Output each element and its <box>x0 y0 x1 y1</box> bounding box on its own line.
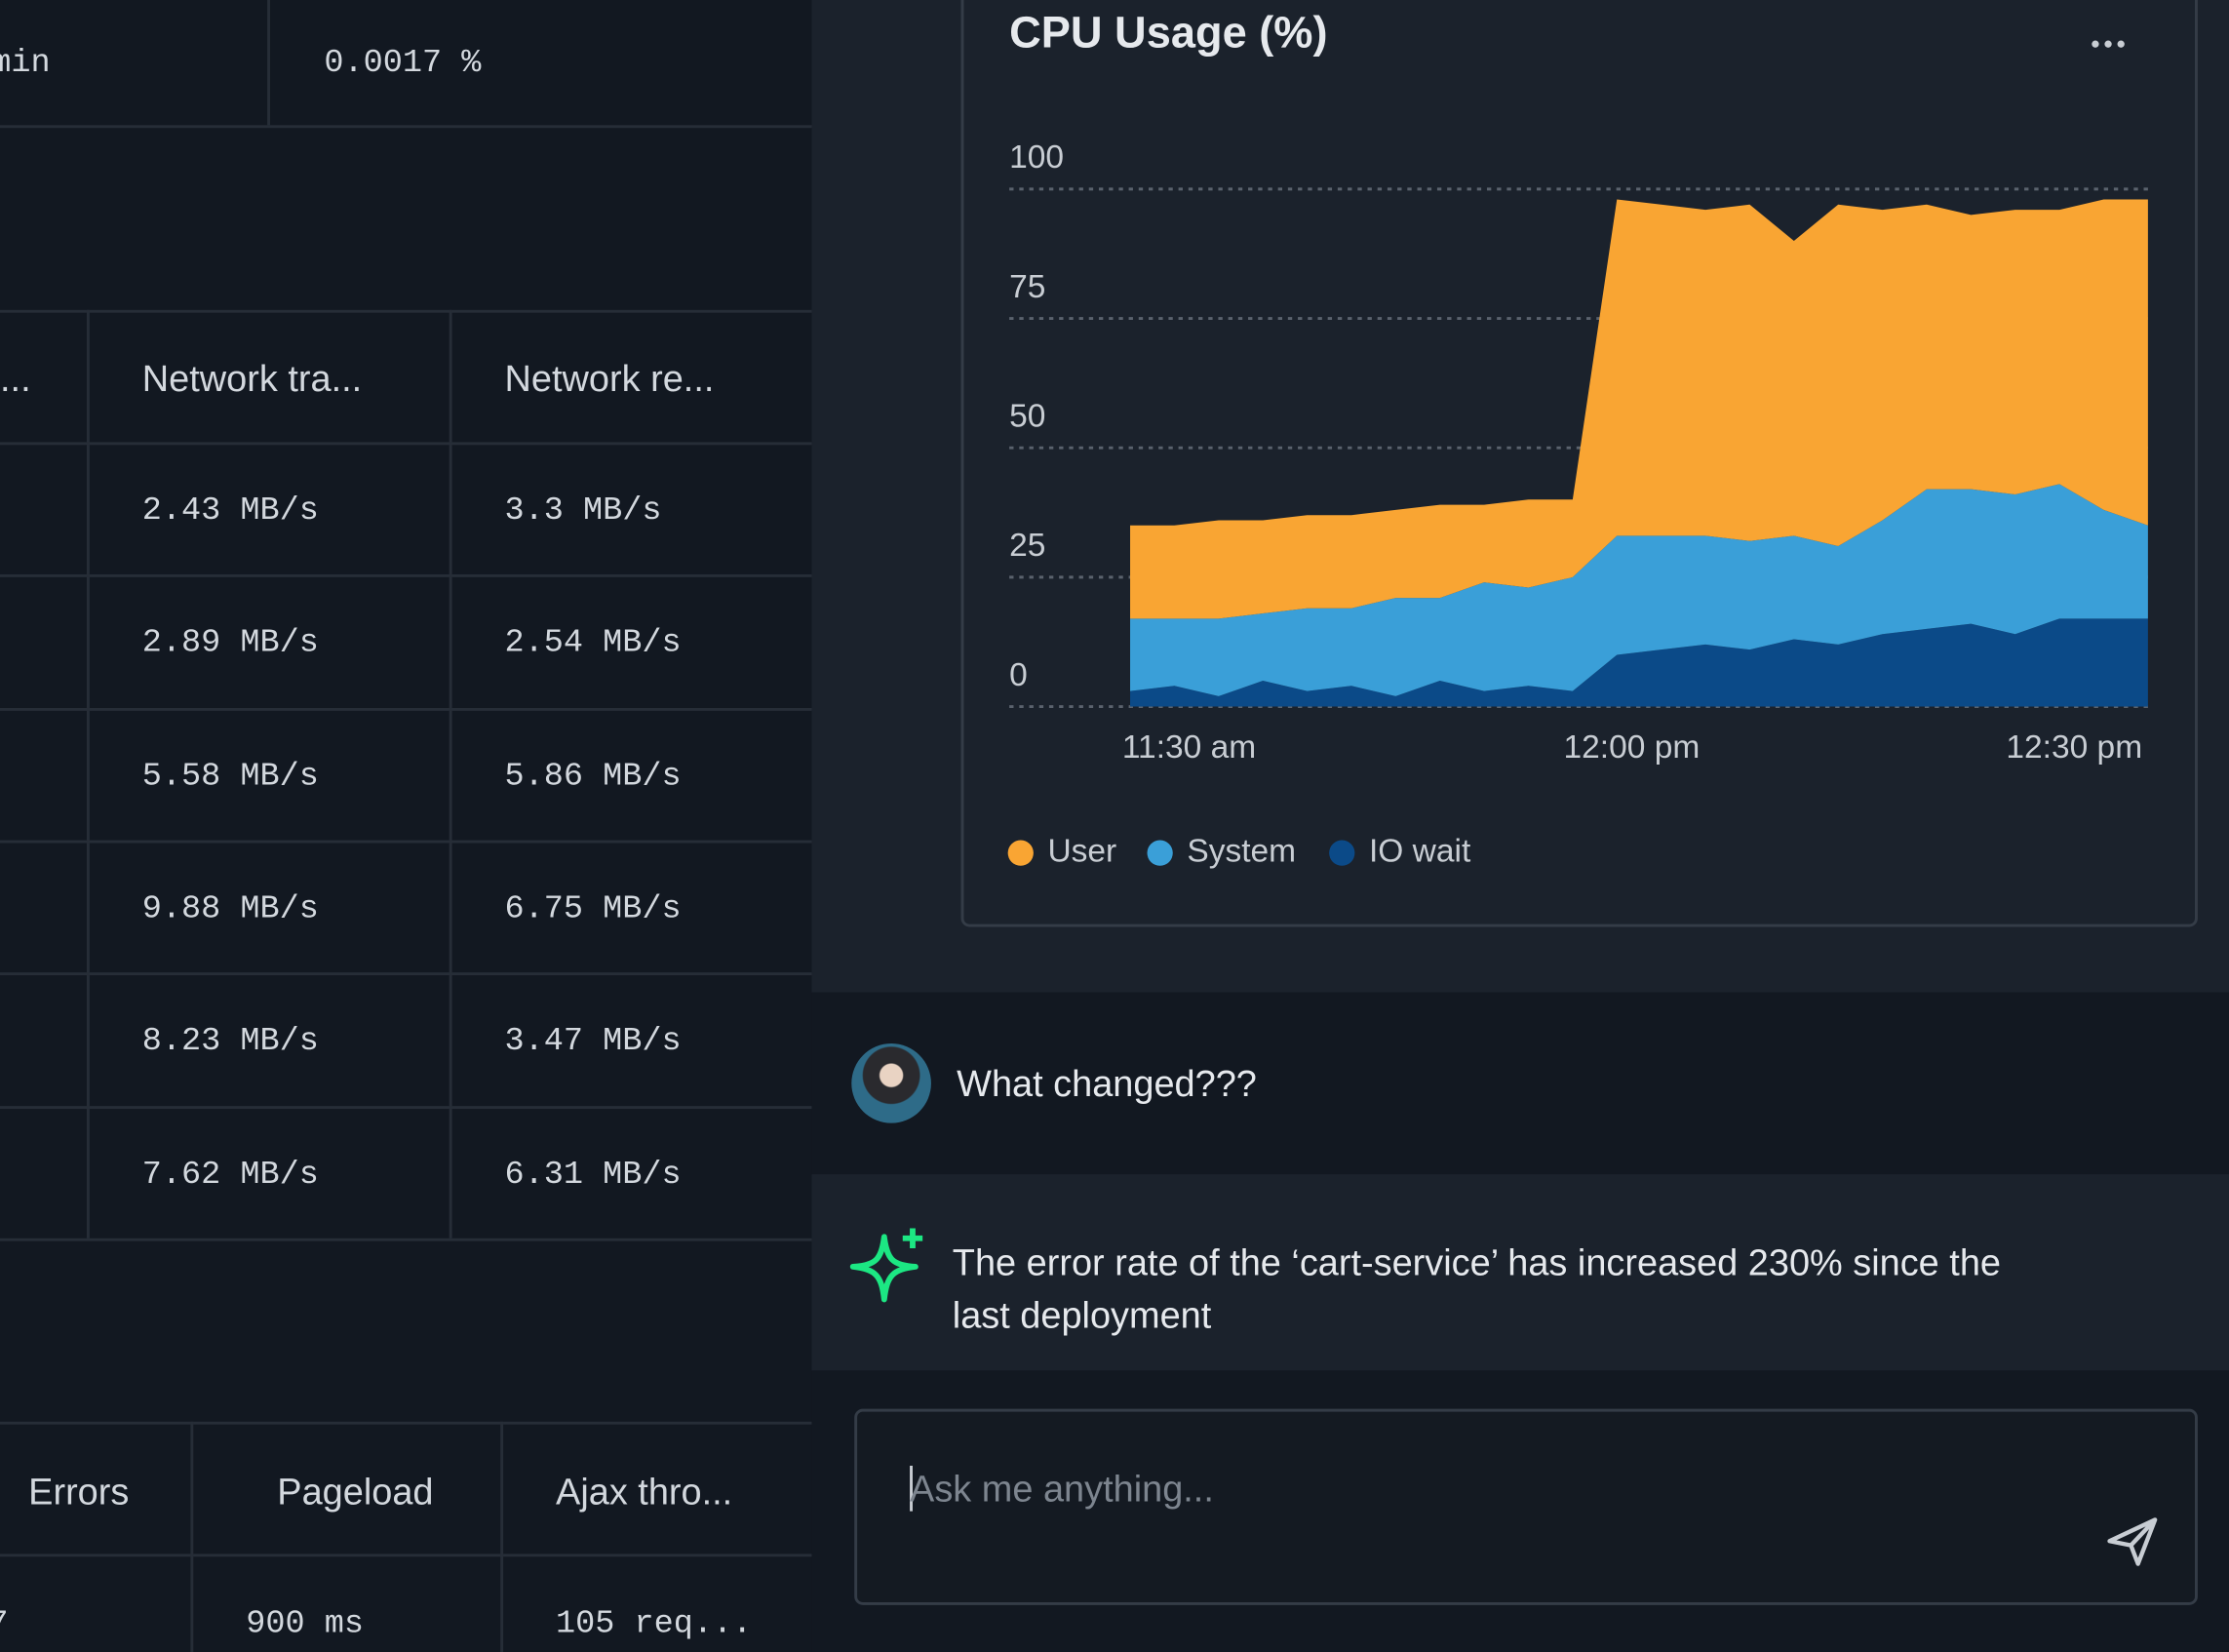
area <box>1130 484 2148 696</box>
table-cell: 6.75 MB/s <box>504 889 682 927</box>
row-line <box>0 125 812 129</box>
table-cell: 5.58 MB/s <box>141 757 319 795</box>
table-cell: 2.43 MB/s <box>141 492 319 530</box>
send-button[interactable] <box>2104 1515 2161 1569</box>
area <box>1130 199 2148 619</box>
row-line <box>0 1421 812 1425</box>
column-header: Errors <box>28 1470 130 1514</box>
y-tick-label: 25 <box>1009 528 1045 564</box>
col-line <box>190 1421 194 1652</box>
column-header: Network tra... <box>141 356 363 400</box>
table-cell: 0.0017 % <box>324 44 482 82</box>
row-line <box>0 1238 812 1241</box>
y-tick-label: 75 <box>1009 269 1045 305</box>
legend-swatch <box>1007 840 1034 866</box>
input-placeholder: Ask me anything... <box>910 1467 1214 1511</box>
x-tick-label: 12:00 pm <box>1564 729 1701 766</box>
row-line <box>0 1554 812 1557</box>
table-cell: 5.86 MB/s <box>504 757 682 795</box>
answer-text: The error rate of the ‘cart-service’ has… <box>952 1240 2001 1337</box>
col-line <box>449 309 452 1239</box>
legend-swatch <box>1329 840 1355 866</box>
table-cell: min <box>0 44 51 82</box>
table-cell: 9.88 MB/s <box>141 889 319 927</box>
row-line <box>0 707 812 711</box>
column-header: Network re... <box>504 356 715 400</box>
x-tick-label: 11:30 am <box>1122 729 1256 766</box>
chat-input[interactable] <box>854 1408 2198 1605</box>
table-cell: 2.54 MB/s <box>504 624 682 662</box>
column-header: ... <box>0 356 31 400</box>
y-tick-label: 0 <box>1009 657 1028 693</box>
legend-swatch <box>1147 840 1173 866</box>
legend-label: IO wait <box>1369 834 1471 870</box>
row-line <box>0 442 812 446</box>
caret <box>910 1465 913 1512</box>
table-cell: 105 req... <box>556 1604 753 1642</box>
col-line <box>500 1421 504 1652</box>
table-cell: 7 <box>0 1603 8 1643</box>
table-cell: 900 ms <box>246 1604 364 1642</box>
row-line <box>0 309 812 313</box>
row-line <box>0 972 812 976</box>
row-line <box>0 1105 812 1109</box>
column-header: Ajax thro... <box>556 1470 733 1514</box>
question-band <box>811 992 2229 1175</box>
question-text: What changed??? <box>957 1061 1257 1105</box>
column-header: Pageload <box>277 1470 434 1514</box>
row-line <box>0 840 812 844</box>
table-cell: 7.62 MB/s <box>141 1155 319 1193</box>
area <box>1130 618 2148 707</box>
col-line <box>86 309 90 1239</box>
legend-label: System <box>1187 834 1296 870</box>
x-tick-label: 12:30 pm <box>2006 729 2142 766</box>
table-cell: 6.31 MB/s <box>504 1155 682 1193</box>
row-line <box>0 574 812 578</box>
table-cell: 8.23 MB/s <box>141 1022 319 1060</box>
table-cell: 3.47 MB/s <box>504 1022 682 1060</box>
y-tick-label: 50 <box>1009 398 1045 434</box>
chart-title: CPU Usage (%) <box>1009 7 1327 57</box>
col-line <box>267 0 271 126</box>
table-cell: 3.3 MB/s <box>504 492 662 530</box>
table-cell: 2.89 MB/s <box>141 624 319 662</box>
ai-sparkle-icon <box>849 1228 923 1303</box>
user-avatar <box>851 1043 931 1123</box>
y-tick-label: 100 <box>1009 139 1064 176</box>
more-menu[interactable] <box>2092 40 2125 48</box>
chart-card <box>960 0 2198 927</box>
legend-label: User <box>1047 834 1116 870</box>
